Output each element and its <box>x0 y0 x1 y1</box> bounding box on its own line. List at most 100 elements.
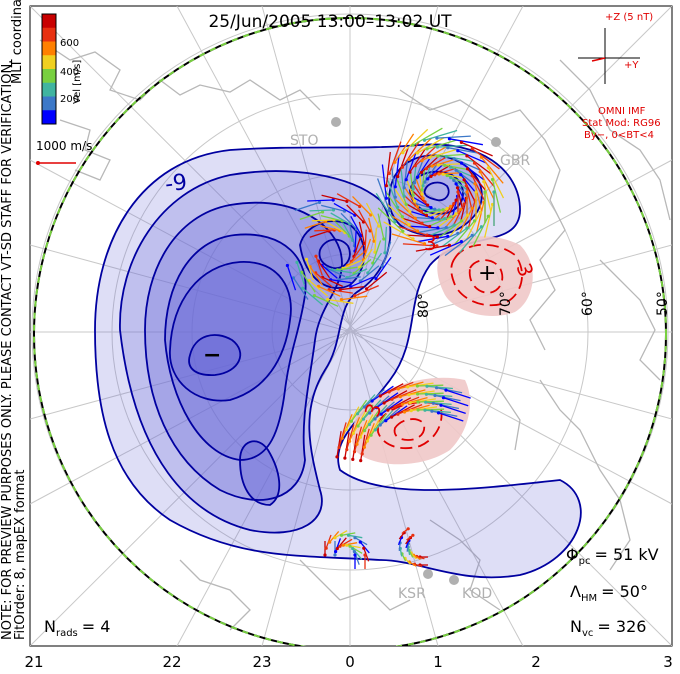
velocity-vector <box>321 204 345 212</box>
colorbar-frame <box>41 13 57 125</box>
velocity-vector <box>391 389 417 400</box>
velocity-vector-origin <box>406 527 410 531</box>
colorbar-tick-200: 200 <box>60 94 79 105</box>
velocity-vector <box>491 179 502 213</box>
mlt-tick-2: 2 <box>531 653 541 671</box>
mlt-tick-0: 0 <box>345 653 355 671</box>
velocity-vector-origin <box>393 220 397 224</box>
velocity-vector <box>372 240 382 264</box>
velocity-vector-origin <box>393 185 397 189</box>
velocity-vector-origin <box>413 181 417 185</box>
velocity-vector <box>429 232 459 247</box>
velocity-vector-origin <box>333 536 337 540</box>
velocity-vector <box>433 402 460 410</box>
velocity-vector <box>438 162 464 166</box>
velocity-vector-origin <box>361 417 366 421</box>
velocity-vector <box>402 396 428 405</box>
velocity-vector <box>487 167 505 199</box>
velocity-vector <box>397 208 423 224</box>
velocity-vector-origin <box>483 190 487 194</box>
velocity-vector <box>385 151 391 186</box>
velocity-vector-origin <box>411 237 415 241</box>
velocity-vector <box>444 208 462 229</box>
velocity-vector <box>338 422 347 448</box>
velocity-vector-origin <box>444 154 448 159</box>
velocity-vector <box>416 155 432 178</box>
velocity-vector <box>447 147 479 154</box>
velocity-vector <box>472 215 489 247</box>
velocity-vector <box>402 243 437 247</box>
velocity-vector <box>386 178 399 208</box>
velocity-vector <box>304 220 326 229</box>
velocity-vector <box>367 252 383 274</box>
velocity-vector <box>375 192 396 223</box>
velocity-vector-origin <box>462 178 466 182</box>
colorbar-segment <box>42 55 56 70</box>
velocity-vector-origin <box>363 553 367 557</box>
velocity-vector-origin <box>423 408 427 412</box>
velocity-vector-origin <box>407 157 411 161</box>
velocity-vector-origin <box>358 435 362 439</box>
velocity-vector-origin <box>367 422 372 427</box>
velocity-vector <box>336 193 361 208</box>
velocity-vector <box>402 217 430 228</box>
velocity-vector-origin <box>465 226 469 230</box>
velocity-vector <box>409 148 426 173</box>
velocity-vector-origin <box>341 543 345 547</box>
velocity-vector-origin <box>472 219 477 223</box>
velocity-vector-origin <box>317 200 322 204</box>
station-kod-marker <box>449 575 459 585</box>
imf-by-label: +Y <box>624 60 639 71</box>
velocity-vector <box>353 258 372 274</box>
velocity-vector-origin <box>454 168 458 172</box>
velocity-vector-origin <box>402 186 406 190</box>
velocity-vector <box>314 229 335 232</box>
velocity-vector-origin <box>349 419 354 423</box>
velocity-vector <box>369 395 390 414</box>
velocity-vector-origin <box>407 393 411 397</box>
velocity-vector <box>317 260 331 279</box>
velocity-vector <box>394 198 416 219</box>
velocity-vector-origin <box>304 257 309 261</box>
fitorder-note: FitOrder: 8, mapEX format <box>13 469 28 640</box>
imf-line-1: OMNI IMF <box>598 106 646 117</box>
velocity-vector <box>358 221 365 244</box>
velocity-vector <box>417 392 444 395</box>
station-sto-marker <box>331 117 341 127</box>
velocity-vector <box>379 383 404 397</box>
velocity-vector-origin <box>470 147 474 151</box>
velocity-vector-origin <box>409 409 413 413</box>
potential-max-symbol: + <box>478 261 496 286</box>
velocity-vector-origin <box>351 431 355 435</box>
velocity-vector-origin <box>402 410 407 414</box>
mlt-tick-1: 1 <box>433 653 443 671</box>
velocity-vector <box>414 146 437 167</box>
velocity-vector-origin <box>352 450 357 454</box>
velocity-vector <box>403 159 409 188</box>
velocity-vector-origin <box>449 215 453 219</box>
velocity-vector-origin <box>435 235 439 239</box>
velocity-vector <box>413 216 439 220</box>
velocity-vector <box>377 213 385 240</box>
velocity-colorbar <box>41 13 57 125</box>
velocity-vector-origin <box>400 402 404 406</box>
velocity-vector <box>461 141 493 157</box>
velocity-vector-origin <box>285 263 289 268</box>
velocity-vector-origin <box>415 229 420 233</box>
velocity-vector-origin <box>478 170 482 174</box>
velocity-vector-origin <box>411 193 415 197</box>
velocity-vector <box>363 399 382 420</box>
velocity-vector <box>471 148 500 170</box>
velocity-vector-origin <box>435 136 439 140</box>
velocity-vector <box>479 171 495 200</box>
velocity-vector-origin <box>369 433 373 437</box>
velocity-vector <box>454 220 475 246</box>
velocity-vector-origin <box>466 213 470 217</box>
velocity-vector-origin <box>396 205 400 209</box>
velocity-vector <box>336 431 342 458</box>
velocity-vector <box>463 179 476 203</box>
velocity-vector-origin <box>362 445 366 449</box>
velocity-vector-origin <box>377 224 381 228</box>
velocity-vector-origin <box>445 173 449 178</box>
velocity-vector-origin <box>356 424 360 428</box>
